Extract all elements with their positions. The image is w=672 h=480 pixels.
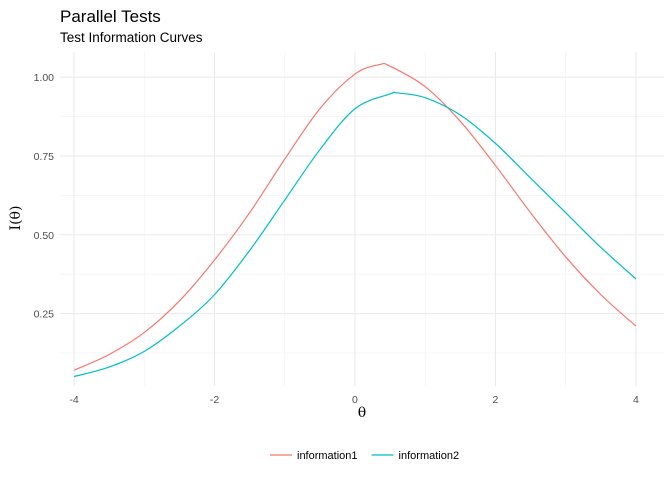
series-line-information1 xyxy=(73,62,637,371)
grid xyxy=(60,52,664,386)
chart-subtitle: Test Information Curves xyxy=(60,30,203,45)
y-tick-label: 0.25 xyxy=(34,309,55,321)
tick-labels: -4 -2 0 2 4 0.25 0.50 0.75 1.00 xyxy=(34,72,639,406)
y-axis-label: I(θ) xyxy=(8,206,24,231)
legend: information1 information2 xyxy=(270,450,459,462)
legend-label: information1 xyxy=(297,450,358,462)
x-axis-label: θ xyxy=(358,405,366,421)
series-line-information2 xyxy=(73,91,637,378)
y-tick-label: 0.75 xyxy=(34,151,55,163)
chart-title: Parallel Tests xyxy=(60,7,161,26)
x-tick-label: -4 xyxy=(69,394,78,406)
x-tick-label: 4 xyxy=(633,394,639,406)
x-tick-label: -2 xyxy=(210,394,219,406)
x-tick-label: 0 xyxy=(352,394,358,406)
y-tick-label: 1.00 xyxy=(34,72,55,84)
legend-label: information2 xyxy=(399,450,460,462)
series-lines xyxy=(73,62,637,378)
y-tick-label: 0.50 xyxy=(34,230,55,242)
x-tick-label: 2 xyxy=(493,394,499,406)
